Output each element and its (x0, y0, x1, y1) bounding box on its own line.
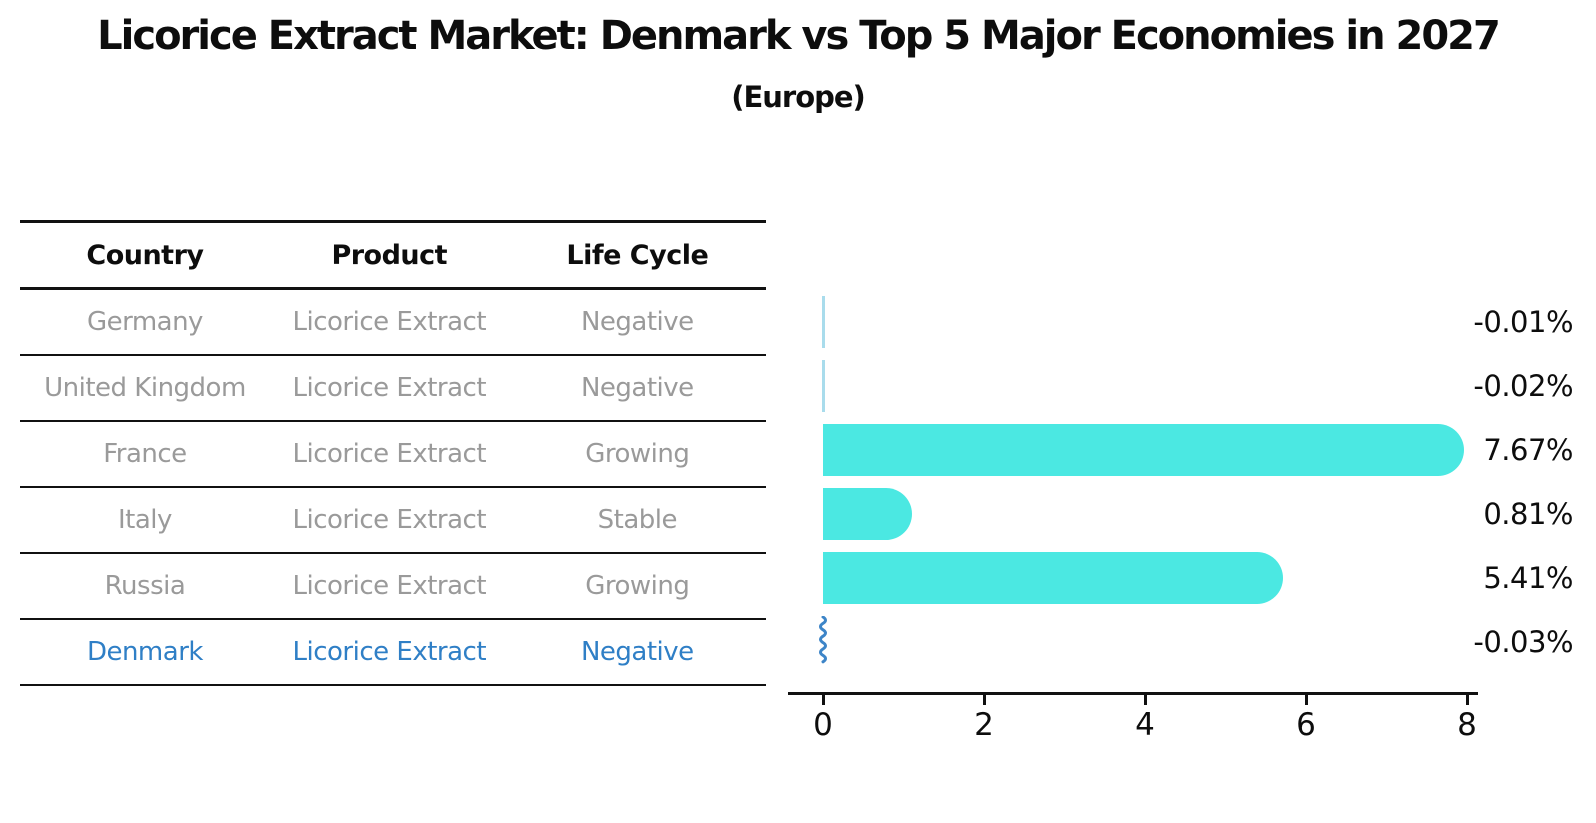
bar-france (823, 424, 1465, 476)
bar-denmark-squiggle (819, 616, 827, 664)
cell-life-cycle: Stable (508, 486, 766, 554)
bar-italy (823, 488, 913, 540)
cell-country: United Kingdom (20, 354, 270, 422)
x-axis-line (788, 692, 1478, 695)
table-row: Denmark Licorice Extract Negative (20, 618, 766, 686)
cell-product: Licorice Extract (269, 288, 509, 356)
table-row: Italy Licorice Extract Stable (20, 486, 766, 554)
column-header-product: Product (269, 220, 509, 290)
x-axis-tick (1143, 694, 1147, 705)
bar-united-kingdom (822, 360, 825, 412)
cell-life-cycle: Negative (508, 288, 766, 356)
value-label-france: 7.67% (1483, 433, 1573, 467)
table-row: Russia Licorice Extract Growing (20, 552, 766, 620)
x-axis-tick-label: 4 (1135, 707, 1155, 743)
cell-product: Licorice Extract (269, 420, 509, 488)
cell-product: Licorice Extract (269, 486, 509, 554)
x-axis-tick (1465, 694, 1469, 705)
x-axis-tick-label: 2 (974, 707, 994, 743)
x-axis-tick-label: 8 (1457, 707, 1477, 743)
table-row: France Licorice Extract Growing (20, 420, 766, 488)
country-table: Country Product Life Cycle Germany Licor… (20, 220, 766, 686)
column-header-country: Country (20, 220, 270, 290)
cell-life-cycle: Growing (508, 552, 766, 620)
cell-product: Licorice Extract (269, 618, 509, 686)
value-label-united-kingdom: -0.02% (1473, 369, 1573, 403)
cell-life-cycle: Growing (508, 420, 766, 488)
column-header-life-cycle: Life Cycle (508, 220, 766, 290)
cell-country: France (20, 420, 270, 488)
x-axis-tick-label: 0 (813, 707, 833, 743)
cell-country: Italy (20, 486, 270, 554)
cell-life-cycle: Negative (508, 354, 766, 422)
value-label-germany: -0.01% (1473, 305, 1573, 339)
table-row: Germany Licorice Extract Negative (20, 288, 766, 356)
bar-germany (822, 296, 825, 348)
table-row: United Kingdom Licorice Extract Negative (20, 354, 766, 422)
value-label-denmark: -0.03% (1473, 625, 1573, 659)
x-axis-tick (982, 694, 986, 705)
value-label-italy: 0.81% (1483, 497, 1573, 531)
chart-subtitle: (Europe) (731, 80, 866, 114)
cell-product: Licorice Extract (269, 552, 509, 620)
cell-country: Russia (20, 552, 270, 620)
x-axis-tick (821, 694, 825, 705)
value-label-russia: 5.41% (1483, 561, 1573, 595)
x-axis-tick-label: 6 (1296, 707, 1316, 743)
squiggle-path (819, 616, 827, 664)
chart-title: Licorice Extract Market: Denmark vs Top … (97, 13, 1501, 59)
bar-russia (823, 552, 1283, 604)
x-axis-tick (1304, 694, 1308, 705)
cell-country: Germany (20, 288, 270, 356)
cell-country: Denmark (20, 618, 270, 686)
table-header-row: Country Product Life Cycle (20, 220, 766, 290)
cell-life-cycle: Negative (508, 618, 766, 686)
cell-product: Licorice Extract (269, 354, 509, 422)
